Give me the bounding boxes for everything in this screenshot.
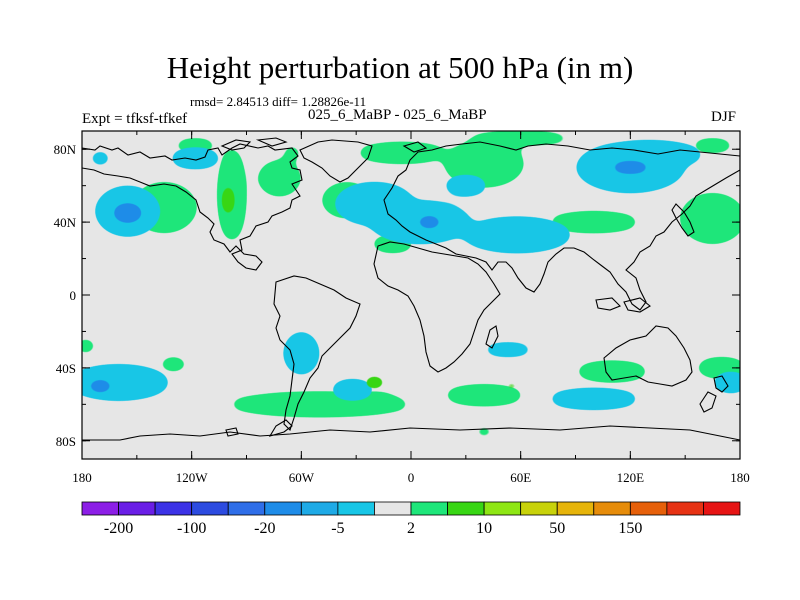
coastline-africa [373, 241, 501, 373]
negative-anomaly-blob [548, 387, 640, 410]
coastline-eurasia [383, 141, 740, 311]
latitude-ticks: 80N 40N 0 40S 80S [54, 142, 740, 449]
longitude-ticks: 180 120W 60W 0 60E 120E 180 [72, 131, 750, 485]
coastline-arctic-islands [220, 137, 428, 153]
lat-tick-label: 80S [56, 434, 76, 449]
positive-anomaly-blob [473, 426, 496, 438]
lat-tick-label: 0 [70, 288, 77, 303]
positive-anomaly-blob [83, 174, 88, 190]
colorbar-swatch [118, 501, 156, 516]
positive-anomaly-blob [158, 356, 189, 372]
rmsd-diff-stats: rmsd= 2.84513 diff= 1.28826e-11 [190, 94, 367, 109]
coastline-greenland [299, 139, 373, 183]
colorbar-label: -20 [254, 520, 275, 537]
strong-negative-blob [85, 378, 115, 394]
coastline-new-zealand [699, 375, 729, 413]
lat-tick-label: 80N [54, 142, 77, 157]
colorbar-swatch [264, 501, 302, 516]
lat-tick-label: 40S [56, 361, 76, 376]
colorbar-label: -200 [104, 520, 133, 537]
coastline-australia [603, 325, 693, 387]
strong-negative-blob [111, 202, 145, 224]
coastline-indonesia [595, 297, 651, 313]
negative-anomaly-blob [82, 364, 170, 401]
negative-anomaly-blob [482, 342, 534, 357]
strong-negative-blob [608, 160, 653, 175]
lat-tick-label: 40N [54, 215, 77, 230]
strong-positive-blob [500, 380, 523, 392]
negative-anomaly-blob [466, 324, 473, 332]
experiment-label: Expt = tfksf-tfkef [82, 111, 188, 127]
lon-tick-label: 60W [289, 470, 315, 485]
lon-tick-label: 120E [617, 470, 645, 485]
colorbar-swatch [629, 501, 668, 516]
positive-anomaly-blob [548, 211, 640, 234]
strong-positive-layer [220, 182, 523, 392]
strong-negative-blob [414, 214, 444, 230]
colorbar-swatch [337, 501, 375, 516]
plot-title: Height perturbation at 500 hPa (in m) [166, 50, 634, 85]
positive-anomaly-blob [679, 192, 740, 244]
colorbar-label: 50 [549, 520, 565, 537]
colorbar-swatch [410, 501, 448, 516]
coastlines [82, 137, 740, 441]
run-comparison-label: 025_6_MaBP - 025_6_MaBP [308, 107, 487, 123]
negative-anomaly-blob [283, 331, 320, 376]
positive-anomaly-blob [257, 160, 302, 197]
colorbar-swatch [447, 501, 485, 516]
colorbar-swatch [703, 501, 741, 516]
colorbar-swatch [374, 501, 412, 516]
coastline-madagascar [485, 325, 499, 349]
positive-anomaly-blob [82, 338, 97, 354]
negative-anomaly-blob [89, 151, 112, 166]
negative-anomaly-blob [462, 216, 572, 254]
positive-anomaly-blob [690, 138, 735, 153]
negative-anomaly-blob [169, 147, 221, 170]
strong-positive-blob [220, 182, 236, 219]
strong-positive-blob [361, 375, 388, 390]
colorbar-swatch [483, 501, 522, 516]
colorbar-swatch [666, 501, 704, 516]
negative-anomaly-blob [443, 174, 488, 197]
lon-tick-label: 60E [510, 470, 531, 485]
colorbar-label: -5 [331, 520, 344, 537]
colorbar-label: 10 [476, 520, 492, 537]
colorbar-label: 150 [618, 520, 642, 537]
coastline-japan [671, 203, 695, 237]
coastline-antarctic-peninsula [225, 419, 293, 437]
colorbar-swatch [191, 501, 229, 516]
colorbar-label: 2 [407, 520, 415, 537]
colorbar-swatch [227, 501, 266, 516]
negative-anomaly-blob [712, 371, 740, 394]
coastline-antarctica [82, 425, 740, 441]
coastline-south-america [273, 275, 361, 432]
coastline-north-america [82, 143, 303, 271]
season-label: DJF [711, 109, 737, 125]
colorbar-swatch [556, 501, 595, 516]
colorbar-swatch [154, 501, 193, 516]
colorbar-label: -100 [177, 520, 206, 537]
lon-tick-label: 180 [730, 470, 750, 485]
strong-negative-layer [85, 160, 653, 394]
colorbar-swatch [300, 501, 339, 516]
lon-tick-label: 0 [408, 470, 415, 485]
colorbar-swatch [593, 501, 631, 516]
colorbar-swatch [81, 501, 119, 516]
lon-tick-label: 120W [176, 470, 209, 485]
lon-tick-label: 180 [72, 470, 92, 485]
colorbar: -200 -100 -20 -5 2 10 50 150 [81, 501, 741, 537]
colorbar-swatch [520, 501, 558, 516]
